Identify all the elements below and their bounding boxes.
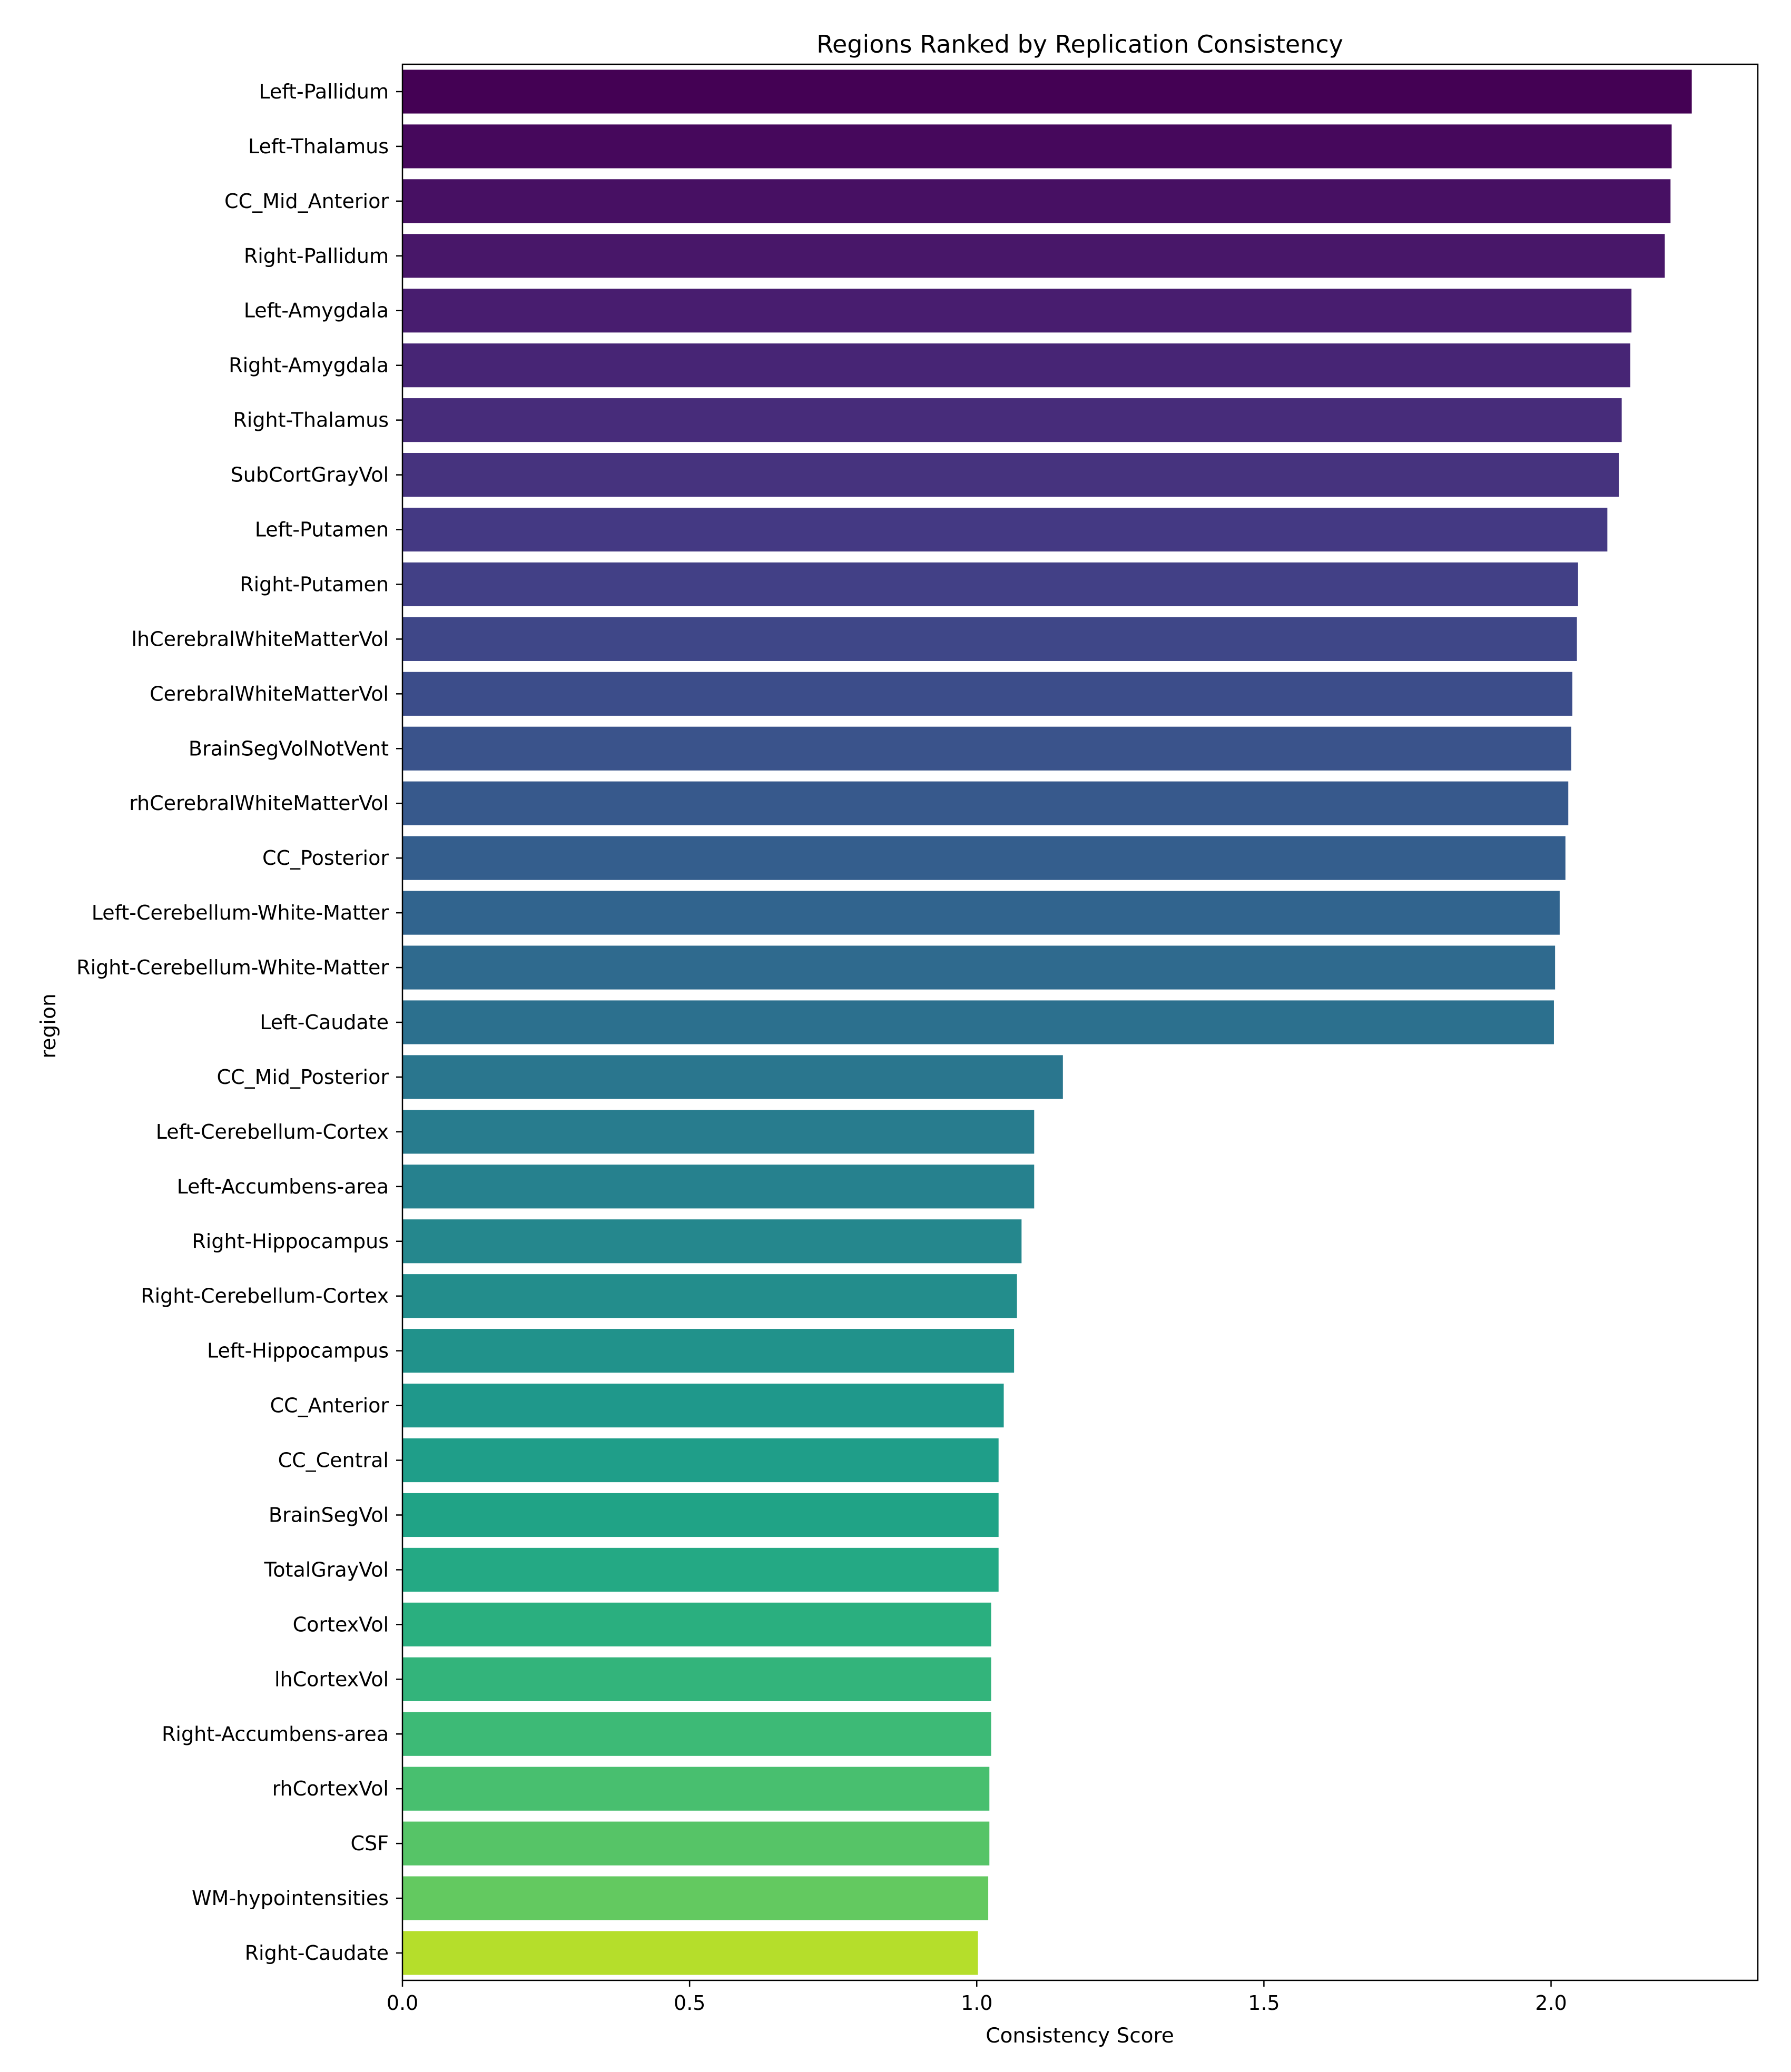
x-ticks: 0.0 0.5 1.0 1.5 2.0: [387, 1980, 1567, 2015]
y-tick-label: Right-Cerebellum-Cortex: [141, 1285, 389, 1308]
bar-20: [402, 1165, 1035, 1209]
x-tick-label: 1.5: [1248, 1991, 1280, 2015]
y-tick-label: CortexVol: [293, 1613, 389, 1636]
y-axis-label: region: [37, 993, 61, 1058]
bar-3: [402, 234, 1665, 278]
bar-28: [402, 1602, 991, 1646]
bar-19: [402, 1110, 1035, 1154]
bar-16: [402, 945, 1556, 990]
bar-22: [402, 1274, 1017, 1318]
bar-8: [402, 507, 1608, 552]
y-tick-label: Left-Cerebellum-White-Matter: [92, 901, 389, 924]
bar-34: [402, 1931, 978, 1975]
y-tick-label: Right-Putamen: [240, 573, 389, 596]
y-tick-label: Right-Pallidum: [244, 244, 389, 268]
bar-14: [402, 836, 1566, 880]
bar-32: [402, 1821, 990, 1866]
y-tick-label: CerebralWhiteMatterVol: [150, 682, 389, 705]
y-tick-label: BrainSegVolNotVent: [189, 737, 389, 760]
bars-group: [402, 70, 1692, 1975]
y-tick-label: SubCortGrayVol: [231, 463, 389, 487]
bar-13: [402, 781, 1569, 825]
y-tick-label: Right-Cerebellum-White-Matter: [76, 956, 389, 979]
y-tick-label: Left-Cerebellum-Cortex: [156, 1120, 389, 1143]
y-tick-label: CC_Mid_Anterior: [224, 190, 389, 213]
y-tick-label: lhCortexVol: [274, 1668, 389, 1691]
y-tick-label: CC_Mid_Posterior: [217, 1065, 389, 1089]
y-tick-label: Left-Thalamus: [248, 135, 389, 158]
bar-11: [402, 672, 1572, 716]
x-tick-label: 2.0: [1535, 1991, 1567, 2015]
y-tick-label: Left-Hippocampus: [207, 1339, 389, 1363]
x-axis-label: Consistency Score: [986, 2024, 1174, 2048]
y-tick-label: Right-Amygdala: [229, 354, 389, 377]
bar-10: [402, 617, 1577, 661]
bar-30: [402, 1712, 991, 1756]
y-tick-label: WM-hypointensities: [192, 1887, 389, 1910]
x-tick-label: 0.0: [387, 1991, 418, 2015]
bar-27: [402, 1547, 999, 1592]
y-tick-label: CC_Anterior: [270, 1394, 389, 1417]
y-tick-label: Left-Amygdala: [244, 299, 389, 322]
bar-31: [402, 1767, 990, 1811]
y-tick-label: Right-Caudate: [245, 1941, 389, 1965]
y-tick-label: CC_Posterior: [262, 846, 389, 870]
x-tick-label: 1.0: [961, 1991, 992, 2015]
bar-4: [402, 289, 1632, 333]
y-tick-label: Right-Accumbens-area: [162, 1722, 389, 1745]
bar-9: [402, 562, 1578, 607]
bar-2: [402, 179, 1671, 223]
y-tick-label: TotalGrayVol: [264, 1558, 389, 1581]
bar-29: [402, 1657, 991, 1701]
bar-18: [402, 1055, 1063, 1099]
y-tick-label: Right-Hippocampus: [192, 1230, 389, 1253]
bar-26: [402, 1493, 999, 1537]
bar-6: [402, 398, 1622, 442]
y-tick-label: CSF: [350, 1832, 389, 1855]
bar-33: [402, 1876, 989, 1920]
bar-21: [402, 1219, 1022, 1264]
chart-title: Regions Ranked by Replication Consistenc…: [816, 30, 1343, 58]
bar-0: [402, 70, 1692, 114]
y-tick-label: Left-Putamen: [255, 518, 389, 541]
bar-24: [402, 1384, 1004, 1428]
bar-25: [402, 1438, 999, 1483]
bar-17: [402, 1000, 1554, 1044]
plot-frame: [401, 63, 1759, 1981]
x-tick-label: 0.5: [674, 1991, 705, 2015]
y-tick-label: Left-Pallidum: [259, 80, 389, 103]
bar-1: [402, 124, 1672, 169]
y-tick-label: Left-Caudate: [260, 1011, 389, 1034]
bar-5: [402, 343, 1630, 388]
y-tick-labels: Left-Pallidum Left-Thalamus CC_Mid_Anterio…: [76, 80, 402, 1965]
y-tick-label: rhCerebralWhiteMatterVol: [129, 792, 389, 815]
y-tick-label: Right-Thalamus: [233, 409, 389, 432]
y-tick-label: rhCortexVol: [272, 1777, 389, 1800]
bar-23: [402, 1329, 1015, 1373]
bar-7: [402, 452, 1619, 497]
bar-12: [402, 726, 1571, 771]
y-tick-label: lhCerebralWhiteMatterVol: [131, 627, 389, 650]
y-tick-label: CC_Central: [278, 1449, 389, 1472]
bar-15: [402, 891, 1560, 935]
y-tick-label: Left-Accumbens-area: [177, 1175, 389, 1198]
y-tick-label: BrainSegVol: [269, 1503, 389, 1526]
